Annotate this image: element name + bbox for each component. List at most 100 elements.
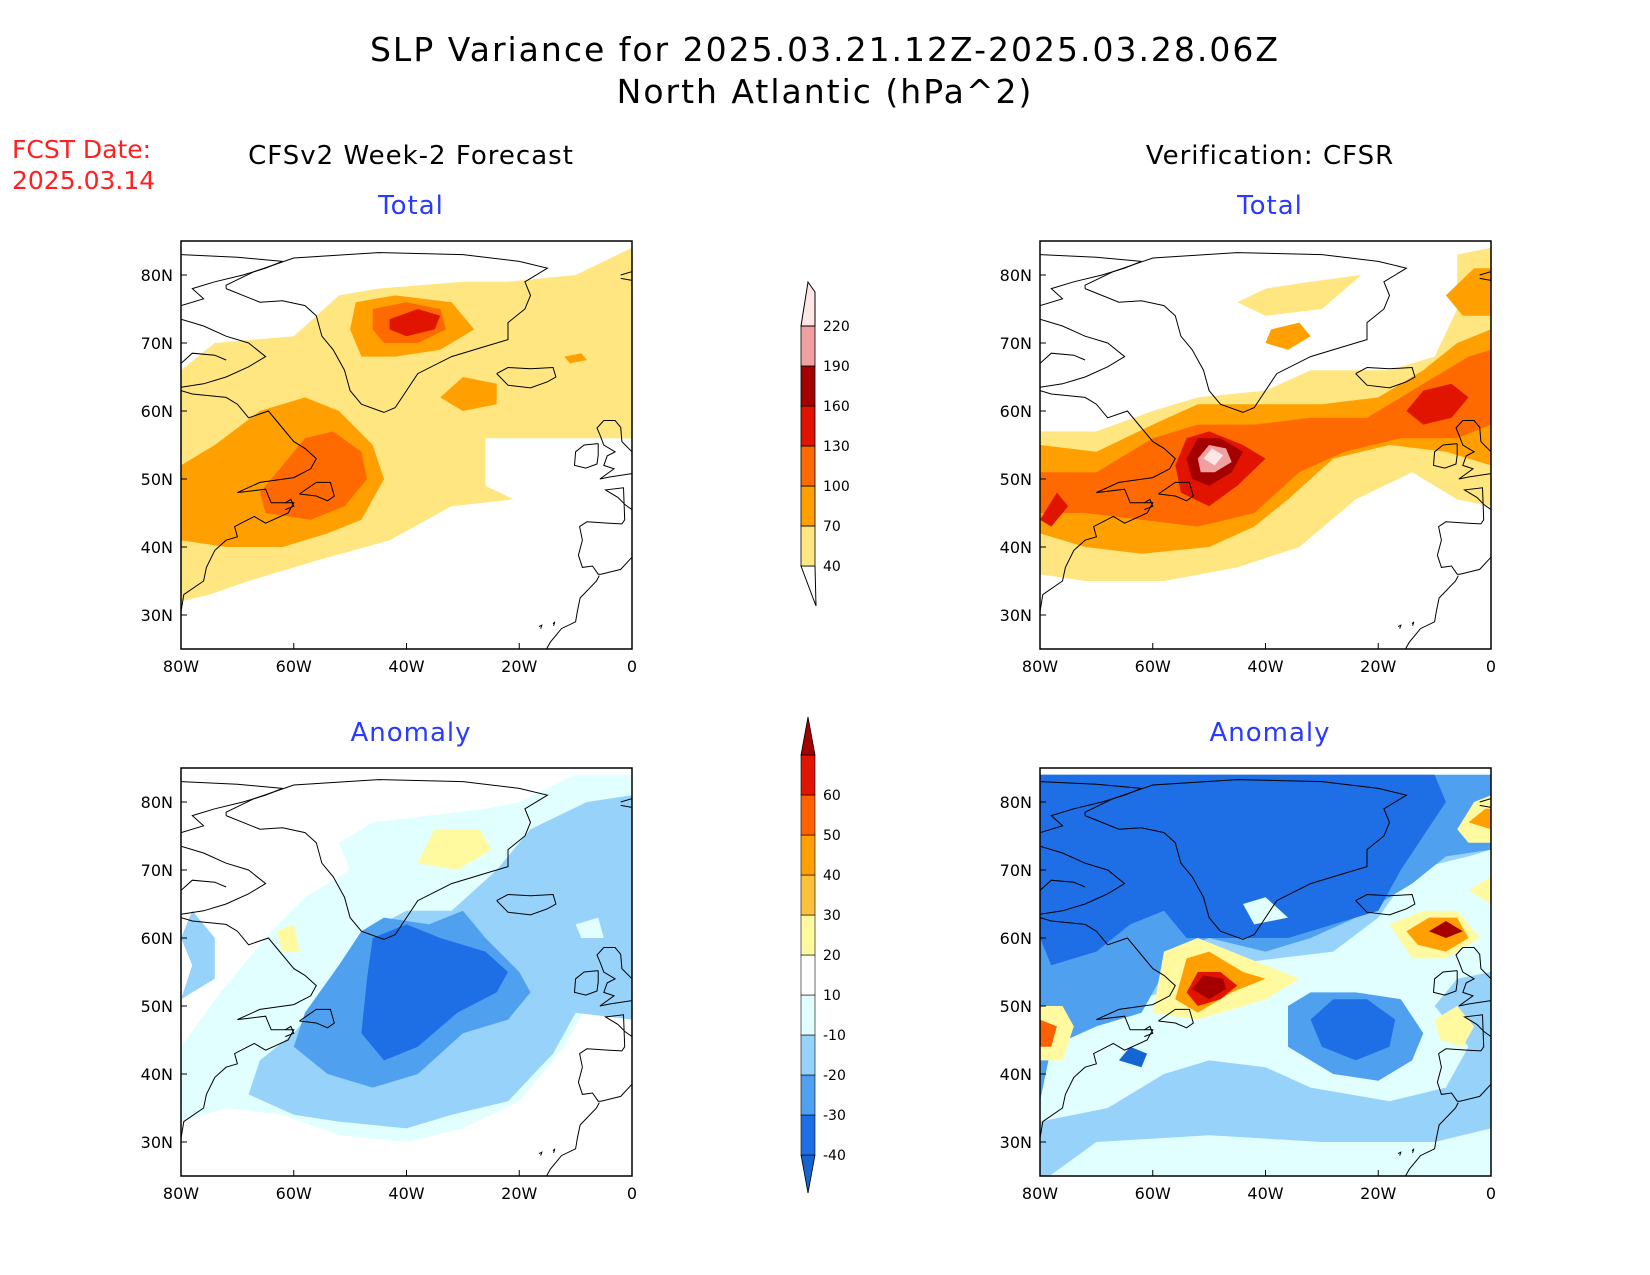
contour-region xyxy=(440,377,497,411)
y-tick-label: 50N xyxy=(1000,997,1032,1016)
contour-fills xyxy=(1040,768,1491,1176)
colorbar-label: 220 xyxy=(823,319,850,335)
colorbar-label: -40 xyxy=(823,1148,846,1164)
coastline-segment xyxy=(552,621,556,627)
contour-region xyxy=(1265,322,1311,350)
x-tick-label: 0 xyxy=(627,657,637,676)
coastline-segment xyxy=(1404,1102,1459,1176)
colorbar-box xyxy=(800,405,816,447)
y-tick-label: 60N xyxy=(1000,929,1032,948)
y-tick-label: 80N xyxy=(141,266,173,285)
contour-region xyxy=(1040,492,1069,527)
y-tick-label: 40N xyxy=(1000,1065,1032,1084)
contour-region xyxy=(1406,383,1469,425)
contour-region xyxy=(1040,349,1491,527)
y-tick-label: 60N xyxy=(1000,402,1032,421)
colorbar-label: -20 xyxy=(823,1068,846,1084)
figure-title-line1: SLP Variance for 2025.03.21.12Z-2025.03.… xyxy=(369,30,1281,69)
contour-region xyxy=(1429,921,1463,938)
colorbar-label: 130 xyxy=(823,439,850,455)
contour-region xyxy=(1118,1046,1148,1068)
y-tick-label: 50N xyxy=(141,997,173,1016)
coastline-segment xyxy=(552,1148,556,1154)
x-tick-label: 20W xyxy=(501,657,537,676)
y-tick-label: 80N xyxy=(1000,793,1032,812)
coastline-segment xyxy=(573,970,599,996)
contour-region xyxy=(276,924,300,952)
coastline-segment xyxy=(1355,893,1416,916)
figure-title-line2: North Atlantic (hPa^2) xyxy=(616,72,1034,111)
colorbar-label: 40 xyxy=(823,559,841,575)
colorbar-box xyxy=(800,280,816,327)
fcst-total-map: 80W 60W 40W 20W 0 80N 70N 60N 50N 40N 30N xyxy=(141,240,637,676)
colorbar-label: 70 xyxy=(823,519,841,535)
coastline-segment xyxy=(225,252,549,413)
colorbar-label: 160 xyxy=(823,399,850,415)
coastline-segment xyxy=(620,271,632,281)
colorbar-label: 100 xyxy=(823,479,850,495)
coastline-segment xyxy=(1040,352,1086,364)
y-tick-label: 70N xyxy=(141,861,173,880)
panel-title-verif-total: Total xyxy=(1237,191,1303,221)
colorbar-box xyxy=(800,834,816,876)
coastline xyxy=(181,252,632,649)
fcst-anomaly-map: 80W 60W 40W 20W 0 80N 70N 60N 50N 40N 30N xyxy=(141,767,637,1203)
contour-region xyxy=(1040,1019,1057,1047)
coastline-segment xyxy=(181,254,283,307)
coastline-segment xyxy=(1040,879,1086,891)
coastline-segment xyxy=(299,481,335,502)
y-tick-label: 30N xyxy=(141,606,173,625)
coastline-segment xyxy=(1479,798,1491,808)
contour-region xyxy=(259,431,367,520)
contour-region xyxy=(1310,999,1396,1061)
contour-fills xyxy=(181,768,632,1176)
coastline-segment xyxy=(181,917,317,1139)
contour-fills xyxy=(181,241,632,649)
x-tick-label: 80W xyxy=(1022,657,1058,676)
contour-region xyxy=(181,247,632,649)
y-tick-label: 40N xyxy=(141,538,173,557)
coastline-segment xyxy=(1436,487,1491,575)
coastline-segment xyxy=(181,318,267,388)
x-tick-label: 20W xyxy=(501,1184,537,1203)
panel-title-fcst-total: Total xyxy=(378,191,444,221)
coastline-segment xyxy=(545,1102,600,1176)
x-tick-label: 80W xyxy=(1022,1184,1058,1203)
colorbar-label: 30 xyxy=(823,908,841,924)
colorbar-box xyxy=(800,325,816,367)
contour-region xyxy=(1243,897,1288,925)
coastline-segment xyxy=(573,443,599,469)
coastline xyxy=(1040,779,1491,1176)
coastline-segment xyxy=(181,879,227,891)
coastline-segment xyxy=(1158,481,1194,502)
coastline-segment xyxy=(181,781,283,834)
coastline-segment xyxy=(285,1025,295,1038)
panel-title-fcst-anomaly: Anomaly xyxy=(350,718,472,748)
y-tick-label: 30N xyxy=(141,1133,173,1152)
coastline-segment xyxy=(1397,624,1402,629)
colorbar-lower-extension xyxy=(800,1154,816,1194)
coastline-segment xyxy=(620,798,632,808)
colorbar-box xyxy=(800,525,816,567)
coastline-segment xyxy=(1455,420,1491,480)
colorbar-box xyxy=(800,794,816,836)
colorbar-label: 40 xyxy=(823,868,841,884)
coastline-segment xyxy=(1411,621,1415,627)
coastline-segment xyxy=(1355,366,1416,389)
colorbar-upper-extension xyxy=(800,716,816,756)
coastline-segment xyxy=(596,947,632,1007)
x-tick-label: 40W xyxy=(1247,1184,1283,1203)
panel-title-verif-anomaly: Anomaly xyxy=(1209,718,1331,748)
colorbar-box xyxy=(800,914,816,956)
colorbar-box xyxy=(800,365,816,407)
total-colorbar: 40 70 100 130 160 190 220 xyxy=(800,280,850,607)
x-tick-label: 60W xyxy=(276,657,312,676)
coastline-segment xyxy=(577,487,632,575)
contour-fills xyxy=(1040,241,1491,649)
y-tick-label: 70N xyxy=(141,334,173,353)
coastline-segment xyxy=(1455,947,1491,1007)
colorbar-box xyxy=(800,1114,816,1156)
coastline-segment xyxy=(299,1008,335,1029)
coastline-segment xyxy=(1397,1151,1402,1156)
